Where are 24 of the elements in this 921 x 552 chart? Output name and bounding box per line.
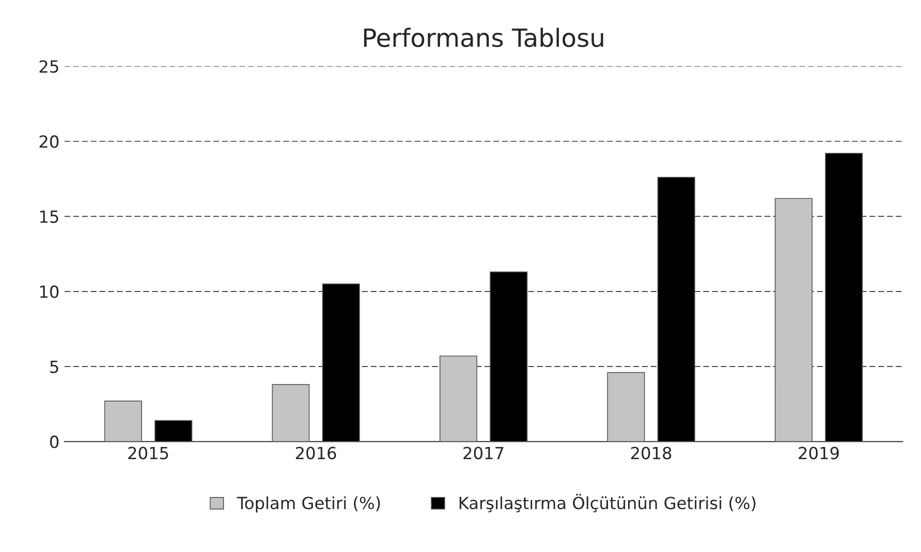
legend-label: Toplam Getiri (%) <box>236 496 380 513</box>
chart-title: Performans Tablosu <box>364 28 604 48</box>
bar <box>825 152 863 442</box>
bar <box>104 400 142 442</box>
bar <box>440 356 478 442</box>
bar <box>607 372 645 442</box>
x-tick-label: 2016 <box>296 446 336 460</box>
bar <box>490 272 528 442</box>
bar <box>774 198 812 442</box>
bar <box>272 384 310 442</box>
y-tick-label: 5 <box>50 360 58 374</box>
y-tick-label: 0 <box>50 436 58 448</box>
bar <box>657 176 696 442</box>
y-tick-label: 15 <box>40 210 58 223</box>
y-tick-label: 20 <box>40 135 58 148</box>
y-tick-label: 25 <box>40 60 58 73</box>
x-tick-label: 2017 <box>464 446 504 460</box>
x-tick-label: 2018 <box>631 446 672 460</box>
y-tick-label: 10 <box>40 285 58 298</box>
legend-label: Karşılaştırma Ölçütünün Getirisi (%) <box>460 494 756 512</box>
bar <box>322 284 360 442</box>
x-tick-label: 2019 <box>798 446 839 460</box>
x-tick-label: 2015 <box>128 446 168 460</box>
bar <box>154 420 192 442</box>
